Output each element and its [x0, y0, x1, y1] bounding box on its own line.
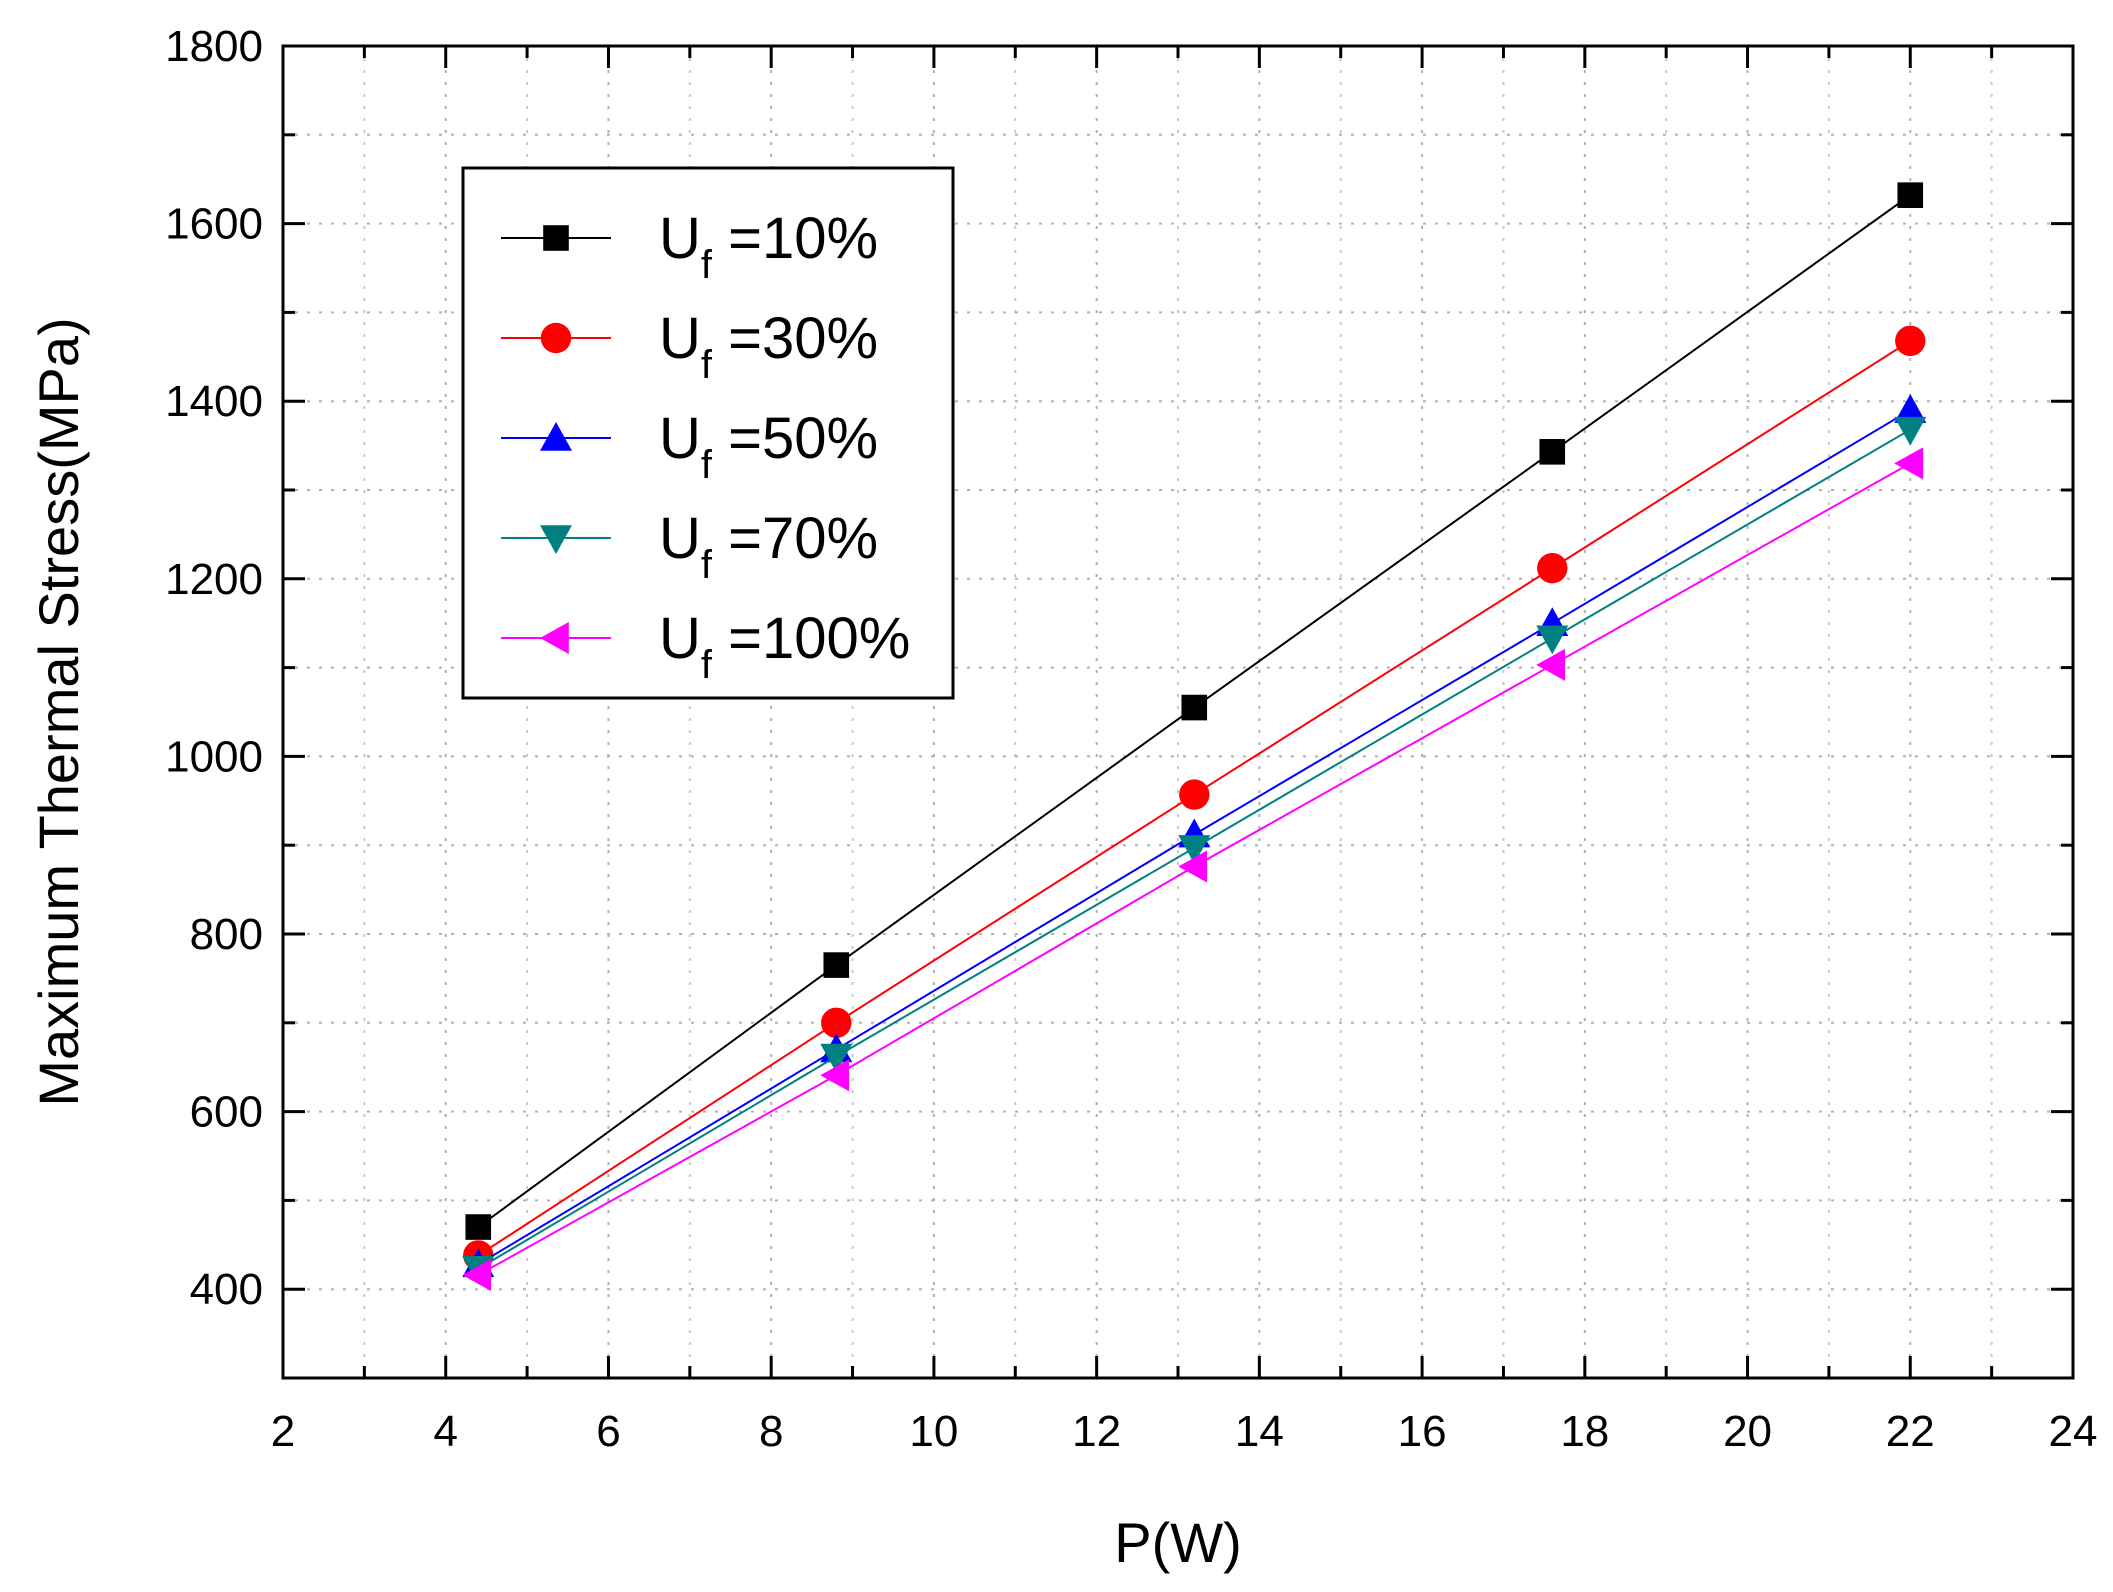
- y-axis-title: Maximum Thermal Stress(MPa): [27, 317, 90, 1106]
- legend-marker: [540, 422, 572, 451]
- legend-item: Uf =30%: [501, 306, 878, 387]
- legend-label-value: =30%: [712, 306, 878, 371]
- legend-label-subscript: f: [701, 243, 713, 287]
- legend-label: Uf =30%: [659, 306, 878, 387]
- x-tick-label: 4: [433, 1407, 457, 1456]
- x-tick-label: 20: [1723, 1407, 1772, 1456]
- legend-item: Uf =70%: [501, 506, 878, 587]
- legend-label-main: U: [659, 406, 701, 471]
- data-point: [1894, 394, 1927, 423]
- data-point: [820, 1043, 853, 1073]
- series-layer: [462, 182, 1927, 1291]
- legend-label-value: =70%: [712, 506, 878, 571]
- legend-marker: [540, 622, 569, 654]
- y-tick-label: 400: [190, 1265, 263, 1314]
- x-tick-label: 14: [1235, 1407, 1284, 1456]
- data-point: [1894, 416, 1927, 446]
- legend-label-main: U: [659, 506, 701, 571]
- legend-marker: [540, 525, 572, 554]
- y-tick-label: 800: [190, 910, 263, 959]
- data-point: [465, 1214, 492, 1240]
- data-point: [1178, 850, 1208, 883]
- y-tick-label: 600: [190, 1088, 263, 1137]
- legend: Uf =10%Uf =30%Uf =50%Uf =70%Uf =100%: [461, 166, 955, 700]
- x-tick-label: 22: [1886, 1407, 1935, 1456]
- axis-ticks: [281, 44, 2075, 1380]
- series-1: [465, 182, 1924, 1240]
- legend-marker: [540, 322, 572, 354]
- data-point: [1897, 182, 1924, 208]
- legend-label-subscript: f: [701, 443, 713, 487]
- data-point: [823, 952, 850, 978]
- x-tick-label: 6: [596, 1407, 620, 1456]
- y-tick-label: 1600: [165, 200, 263, 249]
- legend-label-subscript: f: [701, 543, 713, 587]
- data-point: [821, 1007, 852, 1038]
- legend-label-main: U: [659, 206, 701, 271]
- legend-item: Uf =50%: [501, 406, 878, 487]
- tick-labels: 2 4 6 8 10 12 14 16 18 20 22 2440060080010001200140…: [165, 22, 2097, 1456]
- x-tick-label: 18: [1560, 1407, 1609, 1456]
- data-point: [1181, 694, 1208, 721]
- y-tick-label: 1800: [165, 22, 263, 71]
- data-point: [1178, 835, 1211, 864]
- x-tick-label: 12: [1072, 1407, 1121, 1456]
- legend-label-value: =10%: [712, 206, 878, 271]
- data-point: [1539, 439, 1566, 465]
- legend-item: Uf =100%: [501, 606, 910, 687]
- legend-label: Uf =10%: [659, 206, 878, 287]
- x-tick-label: 8: [759, 1407, 783, 1456]
- x-tick-label: 16: [1398, 1407, 1447, 1456]
- y-tick-label: 1200: [165, 555, 263, 604]
- data-point: [462, 1258, 492, 1291]
- legend-label-main: U: [659, 606, 701, 671]
- legend-label-main: U: [659, 306, 701, 371]
- x-tick-label: 10: [909, 1407, 958, 1456]
- y-tick-label: 1000: [165, 732, 263, 781]
- y-tick-label: 1400: [165, 377, 263, 426]
- legend-label: Uf =100%: [659, 606, 910, 687]
- data-point: [1179, 779, 1210, 810]
- data-point: [1895, 325, 1926, 357]
- x-axis-title: P(W): [1114, 1511, 1242, 1574]
- data-point: [1536, 625, 1569, 655]
- legend-label: Uf =70%: [659, 506, 878, 587]
- legend-label-value: =100%: [712, 606, 910, 671]
- legend-label-value: =50%: [712, 406, 878, 471]
- data-point: [1894, 447, 1924, 480]
- legend-label-subscript: f: [701, 643, 713, 687]
- legend-box: [461, 166, 955, 700]
- x-tick-label: 2: [271, 1407, 295, 1456]
- data-point: [1537, 552, 1568, 584]
- x-tick-label: 24: [2049, 1407, 2098, 1456]
- data-point: [820, 1059, 850, 1092]
- legend-item: Uf =10%: [501, 206, 878, 287]
- data-point: [1536, 648, 1566, 681]
- legend-marker: [543, 225, 569, 251]
- series-5: [462, 447, 1924, 1291]
- legend-label: Uf =50%: [659, 406, 878, 487]
- legend-label-subscript: f: [701, 343, 713, 387]
